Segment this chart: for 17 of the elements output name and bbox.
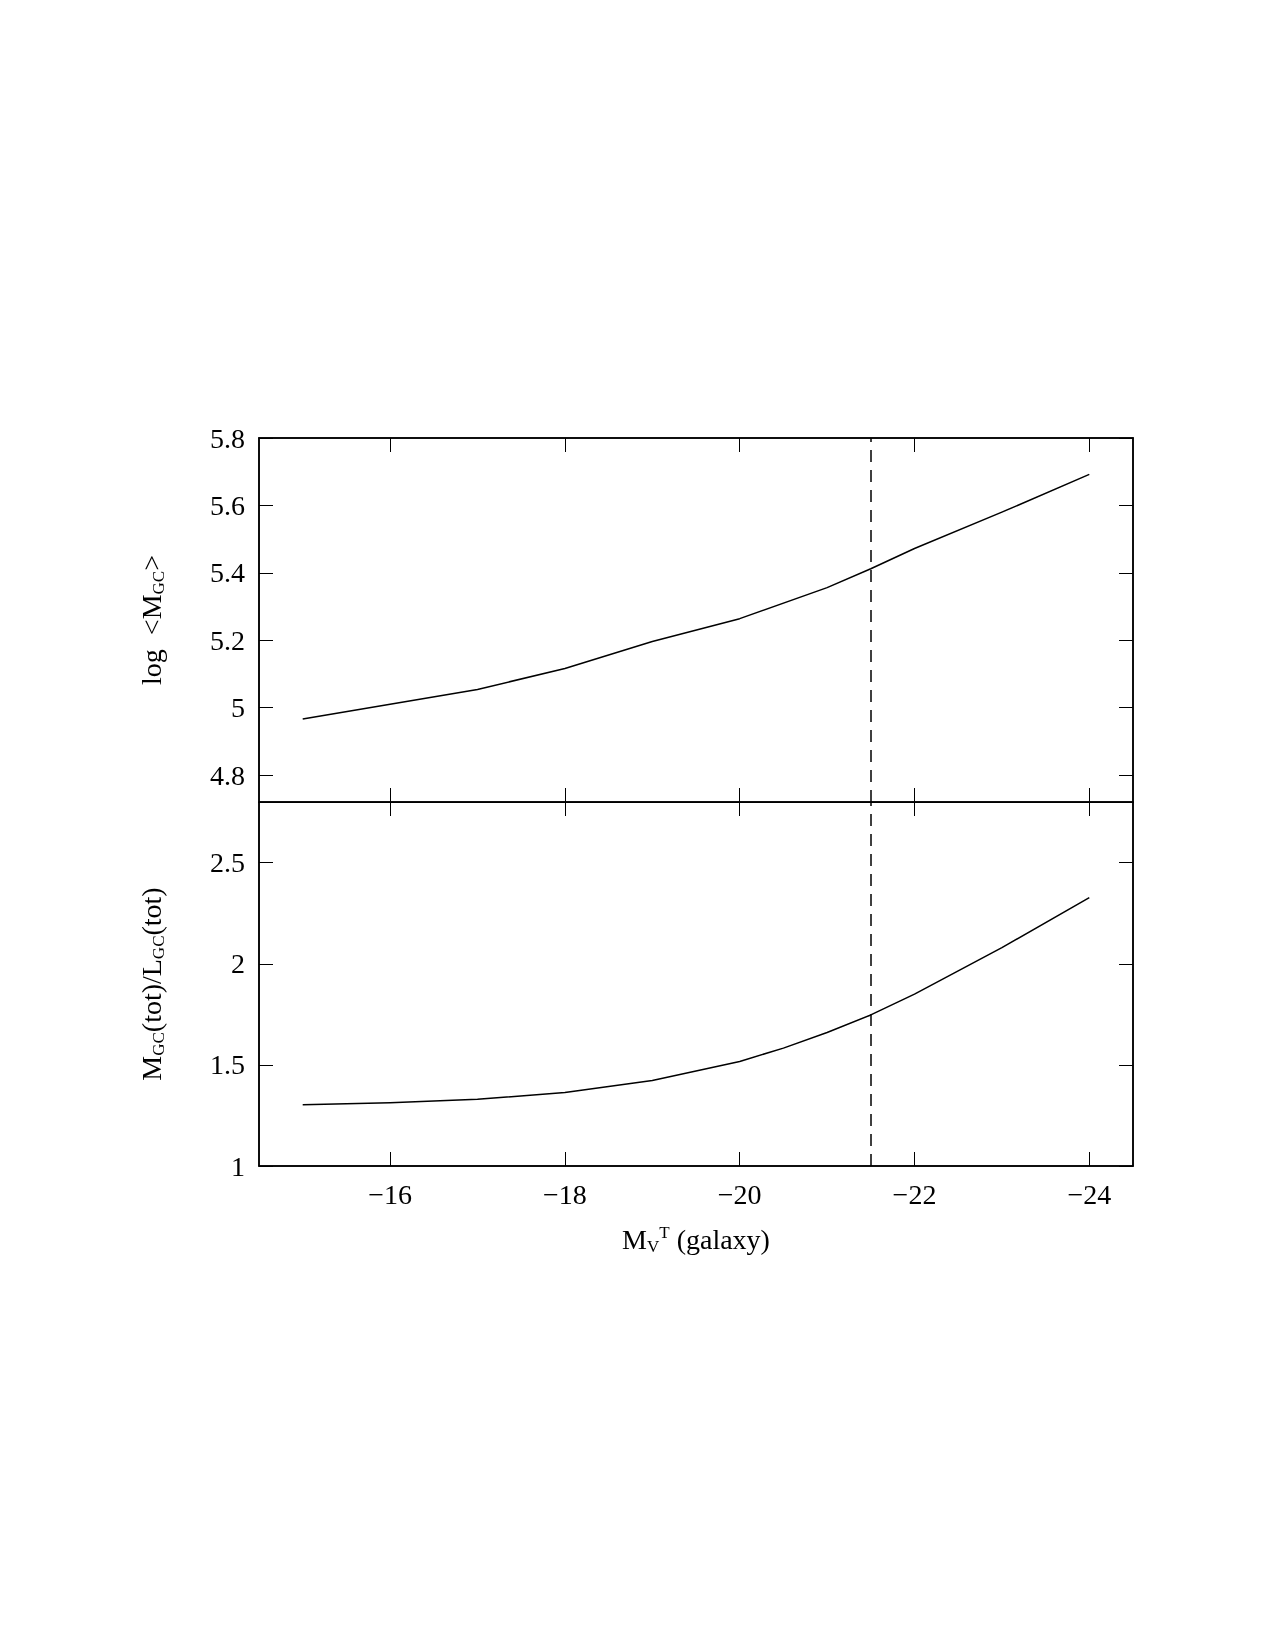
y-axis-title: MGC(tot)/LGC(tot)	[136, 887, 168, 1081]
y-axis-title: log <MGC>	[136, 555, 168, 685]
x-tick-label: −22	[892, 1178, 937, 1210]
y-tick-label: 5.8	[210, 422, 245, 454]
x-tick-label: −20	[717, 1178, 762, 1210]
y-tick-label: 1	[231, 1150, 245, 1182]
y-tick-label: 2.5	[210, 847, 245, 879]
x-tick-label: −16	[368, 1178, 412, 1210]
y-tick-label: 5	[231, 692, 245, 724]
y-tick-label: 2	[231, 948, 245, 980]
y-tick-label: 5.2	[210, 624, 245, 656]
x-tick-label: −18	[543, 1178, 587, 1210]
y-tick-label: 5.6	[210, 489, 245, 521]
y-tick-label: 5.4	[210, 557, 245, 589]
y-tick-label: 1.5	[210, 1049, 245, 1081]
y-tick-label: 4.8	[210, 759, 245, 791]
x-tick-label: −24	[1067, 1178, 1112, 1210]
